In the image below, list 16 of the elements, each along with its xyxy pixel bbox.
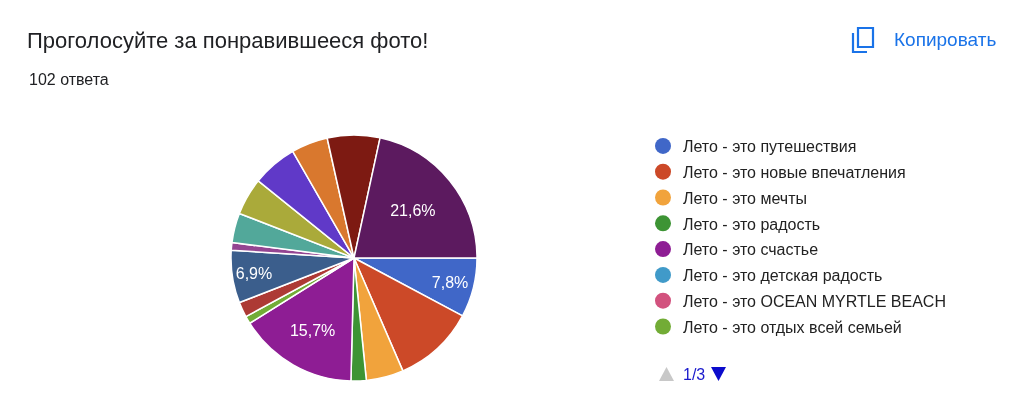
legend-label: Лето - это счастье — [683, 241, 819, 259]
legend-label: Лето - это отдых всей семьей — [683, 318, 902, 336]
legend-label: Лето - это новые впечатления — [683, 163, 906, 181]
legend-label: Лето - это OCEAN MYRTLE BEACH — [683, 292, 946, 310]
data-label: 15,7% — [289, 322, 336, 340]
data-label: 6,9% — [235, 265, 273, 283]
text: 1/3 — [683, 366, 706, 383]
legend-label: Лето - это мечты — [683, 189, 807, 207]
legend-label: Лето - это детская радость — [683, 267, 883, 285]
data-label: 7,8% — [431, 273, 469, 291]
text: Копировать — [894, 29, 997, 50]
legend-label: Лето - это путешествия — [683, 138, 857, 156]
chart-title: Проголосуйте за понравившееся фото! — [27, 27, 429, 53]
text: 102 ответа — [29, 71, 109, 88]
legend-label: Лето - это радость — [683, 215, 821, 233]
data-label: 21,6% — [390, 202, 436, 220]
